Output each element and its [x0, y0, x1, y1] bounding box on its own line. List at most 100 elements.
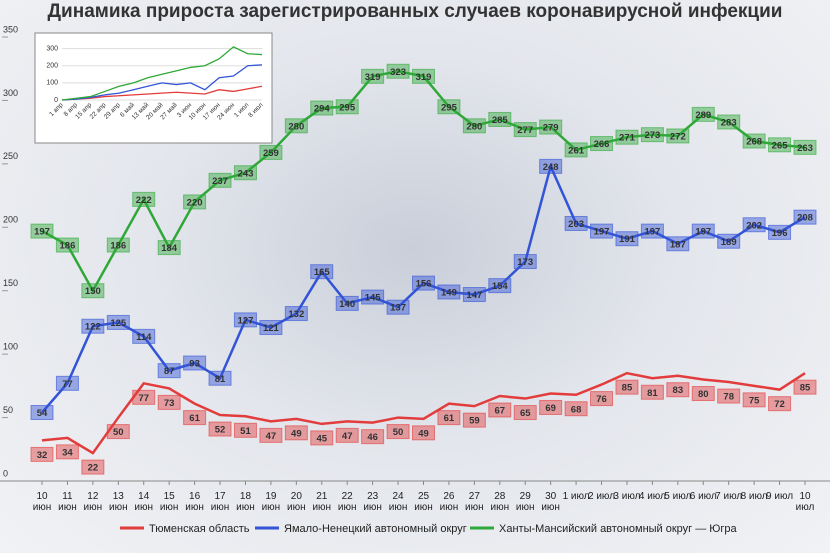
value-label-box	[615, 379, 639, 395]
value-label-box	[640, 127, 664, 143]
value-label: 75	[749, 395, 760, 406]
value-label-box	[615, 231, 639, 247]
value-label-box	[81, 318, 105, 334]
value-label-box	[208, 172, 232, 188]
value-label: 289	[695, 110, 711, 121]
value-label-box	[640, 223, 664, 239]
value-label-box	[539, 399, 563, 415]
value-label-box	[55, 375, 79, 391]
x-tick-label: 8 июл	[740, 491, 768, 502]
value-label: 127	[238, 315, 254, 326]
x-tick-label: 9 июл	[766, 491, 794, 502]
value-label: 248	[543, 162, 559, 173]
value-label-box	[590, 136, 614, 152]
value-label: 45	[316, 433, 327, 444]
value-label: 61	[189, 413, 200, 424]
value-label: 243	[238, 168, 254, 179]
value-label: 265	[772, 140, 789, 151]
inset-frame	[34, 32, 273, 144]
value-label: 47	[342, 431, 353, 442]
x-tick-label: 5 июл	[664, 491, 692, 502]
value-label-box	[284, 306, 308, 322]
value-label-box	[437, 284, 461, 300]
value-label: 145	[365, 293, 382, 304]
value-label: 295	[441, 102, 458, 113]
value-label-box	[106, 424, 130, 440]
value-label-box	[691, 386, 715, 402]
value-label-box	[539, 119, 563, 135]
value-label-box	[106, 237, 130, 253]
x-tick-label: 22 июн	[337, 491, 357, 513]
value-label: 197	[594, 227, 610, 238]
value-label-box	[284, 425, 308, 441]
value-label-box	[462, 118, 486, 134]
value-label-box	[768, 137, 792, 153]
series-line	[41, 69, 806, 294]
value-label-box	[55, 237, 79, 253]
value-label-box	[361, 289, 385, 305]
chart-title: Динамика прироста зарегистрированных слу…	[48, 1, 783, 22]
value-label-box	[590, 223, 614, 239]
value-label: 208	[797, 213, 813, 224]
value-label: 273	[644, 130, 660, 141]
value-label: 32	[37, 450, 48, 461]
y-tick-label: 350	[3, 24, 18, 34]
x-tick-label: 1 июл	[562, 491, 590, 502]
value-label-box	[233, 165, 257, 181]
value-label: 283	[721, 118, 737, 129]
value-label: 323	[390, 67, 406, 78]
value-label-box	[132, 389, 156, 405]
value-label: 68	[571, 404, 582, 415]
value-label: 76	[596, 394, 607, 405]
value-label-box	[157, 394, 181, 410]
value-label: 202	[746, 220, 762, 231]
x-tick-label: 6 июл	[689, 491, 717, 502]
value-label-box	[640, 384, 664, 400]
value-label-box	[361, 68, 385, 84]
value-label: 263	[797, 143, 813, 154]
x-tick-label: 4 июл	[638, 491, 666, 502]
value-label: 259	[263, 148, 279, 159]
y-tick-label: 100	[46, 80, 58, 87]
x-tick-label: 10 июл	[795, 491, 815, 513]
y-tick-label: 0	[3, 468, 8, 478]
x-tick-label: 7 июл	[715, 491, 743, 502]
y-tick-label: 300	[46, 45, 58, 52]
inset-line	[61, 85, 263, 101]
value-label: 220	[187, 197, 203, 208]
value-label-box	[335, 295, 359, 311]
value-label: 189	[721, 237, 737, 248]
value-label: 34	[62, 447, 73, 458]
value-label-box	[233, 312, 257, 328]
value-label: 80	[698, 389, 709, 400]
value-label: 197	[695, 227, 711, 238]
value-label-box	[615, 129, 639, 145]
value-label: 203	[568, 219, 584, 230]
value-label: 69	[545, 403, 556, 414]
x-tick-label: 3 июл	[613, 491, 641, 502]
x-tick-label: 23 июн	[363, 491, 382, 513]
x-tick-label: 16 июн	[185, 491, 204, 513]
value-label: 319	[365, 72, 381, 83]
value-label-box	[208, 370, 232, 386]
value-label-box	[106, 314, 130, 330]
value-label: 237	[212, 176, 228, 187]
value-label-box	[183, 355, 207, 371]
value-label: 319	[416, 72, 432, 83]
value-label-box	[81, 459, 105, 475]
value-label: 271	[619, 133, 636, 144]
value-label: 165	[314, 267, 331, 278]
value-label: 125	[110, 318, 127, 329]
value-label-box	[488, 402, 512, 418]
value-label-box	[437, 410, 461, 426]
x-tick-label: 21 июн	[312, 491, 332, 513]
value-label-box	[310, 100, 334, 116]
value-label: 261	[568, 145, 585, 156]
value-label-box	[132, 191, 156, 207]
value-label: 187	[670, 239, 686, 250]
value-label-box	[335, 99, 359, 115]
value-label-box	[666, 128, 690, 144]
value-label: 81	[647, 388, 658, 399]
